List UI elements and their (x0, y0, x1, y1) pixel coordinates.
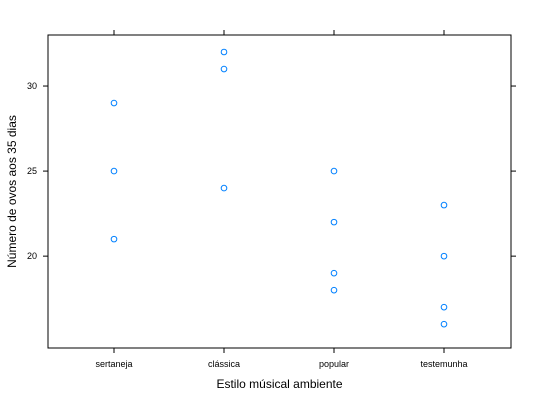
data-point (221, 185, 227, 191)
data-point (111, 236, 117, 242)
x-tick-label: clássica (208, 359, 240, 369)
data-point (331, 219, 337, 225)
y-tick-label: 25 (27, 166, 37, 176)
data-point (441, 253, 447, 259)
data-point (331, 168, 337, 174)
y-axis-title: Número de ovos aos 35 dias (5, 115, 19, 268)
y-tick-label: 30 (27, 81, 37, 91)
y-tick-label: 20 (27, 251, 37, 261)
x-tick-labels: sertaneja clássica popular testemunha (95, 359, 467, 369)
data-point (111, 100, 117, 106)
y-tick-labels: 20 25 30 (27, 81, 37, 261)
data-point (441, 304, 447, 310)
data-point (111, 168, 117, 174)
data-point (441, 321, 447, 327)
data-point (331, 270, 337, 276)
x-tick-label: sertaneja (95, 359, 132, 369)
data-point (221, 49, 227, 55)
x-tick-label: popular (319, 359, 349, 369)
data-point (221, 66, 227, 72)
x-axis-title: Estilo músical ambiente (216, 377, 342, 391)
x-tick-label: testemunha (420, 359, 467, 369)
plot-frame (48, 35, 511, 348)
data-point (441, 202, 447, 208)
data-point (331, 287, 337, 293)
data-points (111, 49, 447, 327)
